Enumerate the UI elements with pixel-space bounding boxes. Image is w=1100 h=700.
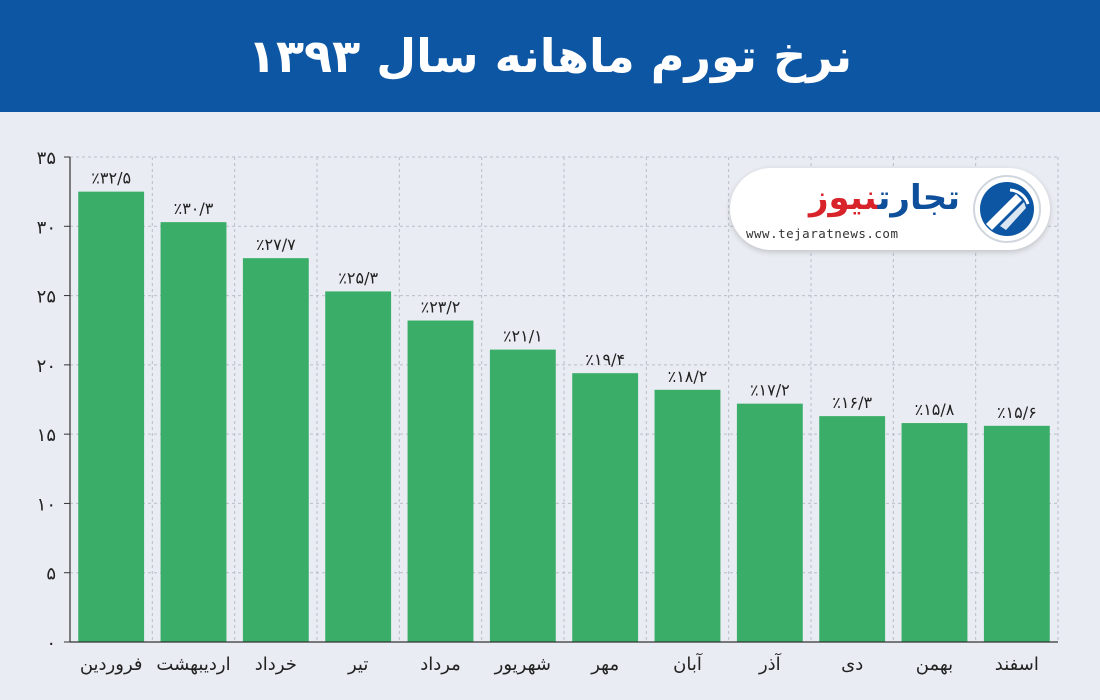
data-label: ٪۲۷/۷ [256,235,296,254]
category-label: مرداد [420,654,461,675]
data-label: ٪۲۵/۳ [338,268,378,287]
y-tick-label: ۳۰ [37,217,56,238]
bar [160,222,227,642]
data-label: ٪۳۰/۳ [174,199,214,218]
bar [572,373,639,642]
data-label: ٪۱۷/۲ [750,381,790,400]
logo-wordmark: تجارتنیوز [750,178,960,218]
category-label: اردیبهشت [156,654,230,675]
y-tick-label: ۳۵ [37,148,56,169]
data-label: ٪۱۹/۴ [585,350,625,369]
bar [325,291,392,642]
y-tick-label: ۰ [46,633,56,654]
bar [242,258,309,642]
category-label: خرداد [255,654,297,675]
category-label: آذر [758,652,782,675]
data-label: ٪۱۸/۲ [668,367,708,386]
category-label: آبان [673,652,703,675]
bar [654,389,721,642]
category-label: بهمن [916,654,953,675]
y-tick-label: ۲۵ [37,287,56,308]
category-label: مهر [590,654,619,675]
data-label: ٪۲۱/۱ [503,327,543,346]
bar [407,320,474,642]
category-label: تیر [347,654,368,675]
y-tick-label: ۱۵ [37,425,56,446]
data-label: ٪۳۲/۵ [91,169,131,188]
header-bar: نرخ تورم ماهانه سال ۱۳۹۳ [0,0,1100,112]
bar [901,423,968,642]
bar [983,425,1050,642]
category-label: اسفند [995,654,1039,675]
bar [78,191,145,642]
logo-emblem-icon [973,175,1041,243]
logo-url: www.tejaratnews.com [746,226,899,241]
tejaratnews-logo: تجارتنیوز www.tejaratnews.com [730,168,1050,250]
data-label: ٪۲۳/۲ [421,298,461,317]
logo-name-part2: نیوز [808,178,878,218]
category-label: شهریور [494,654,551,675]
y-tick-label: ۱۰ [37,494,56,515]
chart-title: نرخ تورم ماهانه سال ۱۳۹۳ [247,29,853,83]
y-tick-label: ۲۰ [37,356,56,377]
category-label: دی [841,654,863,675]
logo-name-part1: تجارت [877,178,960,218]
y-tick-label: ۵ [46,564,56,585]
data-label: ٪۱۵/۸ [915,400,955,419]
category-label: فروردین [80,654,143,675]
bar [736,403,803,642]
bar [819,416,886,642]
data-label: ٪۱۶/۳ [832,393,872,412]
bar [489,349,556,642]
data-label: ٪۱۵/۶ [997,403,1037,422]
